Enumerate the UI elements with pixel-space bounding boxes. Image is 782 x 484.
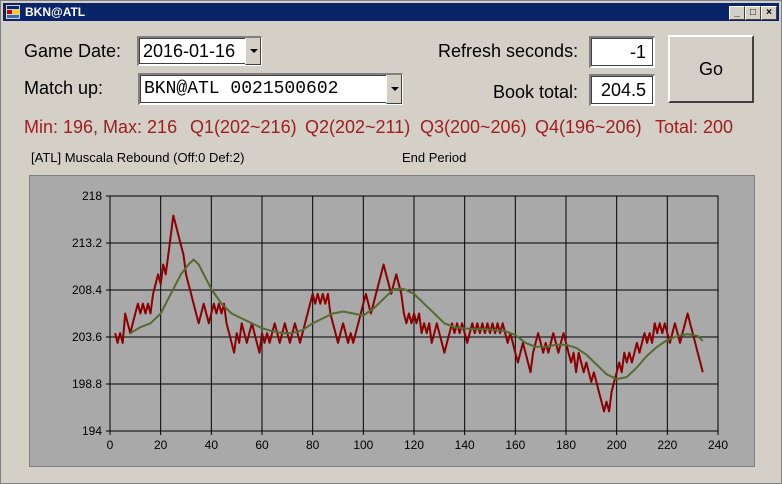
x-tick-label: 100 (353, 438, 373, 452)
window-title: BKN@ATL (25, 5, 86, 19)
total-stat: Total: 200 (655, 117, 734, 137)
x-tick-label: 160 (505, 438, 525, 452)
x-tick-label: 0 (107, 438, 114, 452)
game-date-picker[interactable]: 2016-01-16 (137, 36, 262, 66)
chevron-down-icon[interactable] (245, 38, 261, 65)
go-button-label: Go (698, 58, 723, 79)
moving-average-line (129, 258, 704, 381)
last-play-text: [ATL] Muscala Rebound (Off:0 Def:2) (31, 150, 245, 165)
refresh-seconds-value: -1 (629, 42, 646, 62)
x-tick-label: 180 (556, 438, 576, 452)
period-status-text: End Period (402, 150, 467, 165)
q4-stat: Q4(196~206) (535, 117, 642, 137)
x-tick-label: 220 (657, 438, 677, 452)
x-tick-label: 120 (404, 438, 424, 452)
min-max-stat: Min: 196, Max: 216 (24, 117, 178, 137)
y-tick-label: 194 (82, 424, 102, 438)
game-date-value: 2016-01-16 (143, 41, 236, 61)
minimize-button[interactable]: _ (729, 6, 745, 20)
book-total-value: 204.5 (601, 80, 647, 100)
x-tick-label: 40 (205, 438, 219, 452)
chevron-down-icon[interactable] (386, 75, 402, 104)
x-tick-label: 80 (306, 438, 320, 452)
q3-stat: Q3(200~206) (420, 117, 527, 137)
x-tick-label: 60 (255, 438, 269, 452)
maximize-button[interactable]: □ (745, 6, 761, 20)
chart-svg: 0 20 40 60 80 100 120 140 160 180 200 220 240 194 198.… (72, 189, 728, 452)
y-tick-label: 218 (82, 189, 102, 203)
book-total-input[interactable]: 204.5 (589, 74, 655, 106)
refresh-seconds-label: Refresh seconds: (438, 41, 579, 61)
y-tick-label: 208.4 (72, 283, 102, 297)
y-tick-label: 198.8 (72, 377, 102, 391)
matchup-value: BKN@ATL 0021500602 (144, 79, 339, 99)
go-button[interactable]: Go (668, 35, 754, 103)
projected-total-line (114, 214, 704, 413)
title-bar[interactable]: BKN@ATL _ □ × (3, 3, 779, 21)
y-tick-label: 213.2 (72, 236, 102, 250)
book-total-label: Book total: (493, 82, 579, 102)
matchup-select[interactable]: BKN@ATL 0021500602 (138, 73, 403, 105)
y-tick-label: 203.6 (72, 330, 102, 344)
app-icon (6, 5, 20, 19)
x-tick-label: 140 (455, 438, 475, 452)
q1-stat: Q1(202~216) (190, 117, 297, 137)
projection-chart: 0 20 40 60 80 100 120 140 160 180 200 220 240 194 198.… (29, 175, 755, 467)
close-button[interactable]: × (761, 6, 777, 20)
game-date-label: Game Date: (24, 41, 122, 61)
x-tick-label: 240 (708, 438, 728, 452)
q2-stat: Q2(202~211) (305, 117, 411, 137)
x-tick-label: 200 (607, 438, 627, 452)
refresh-seconds-input[interactable]: -1 (589, 36, 655, 68)
matchup-label: Match up: (24, 78, 104, 98)
x-tick-label: 20 (154, 438, 168, 452)
